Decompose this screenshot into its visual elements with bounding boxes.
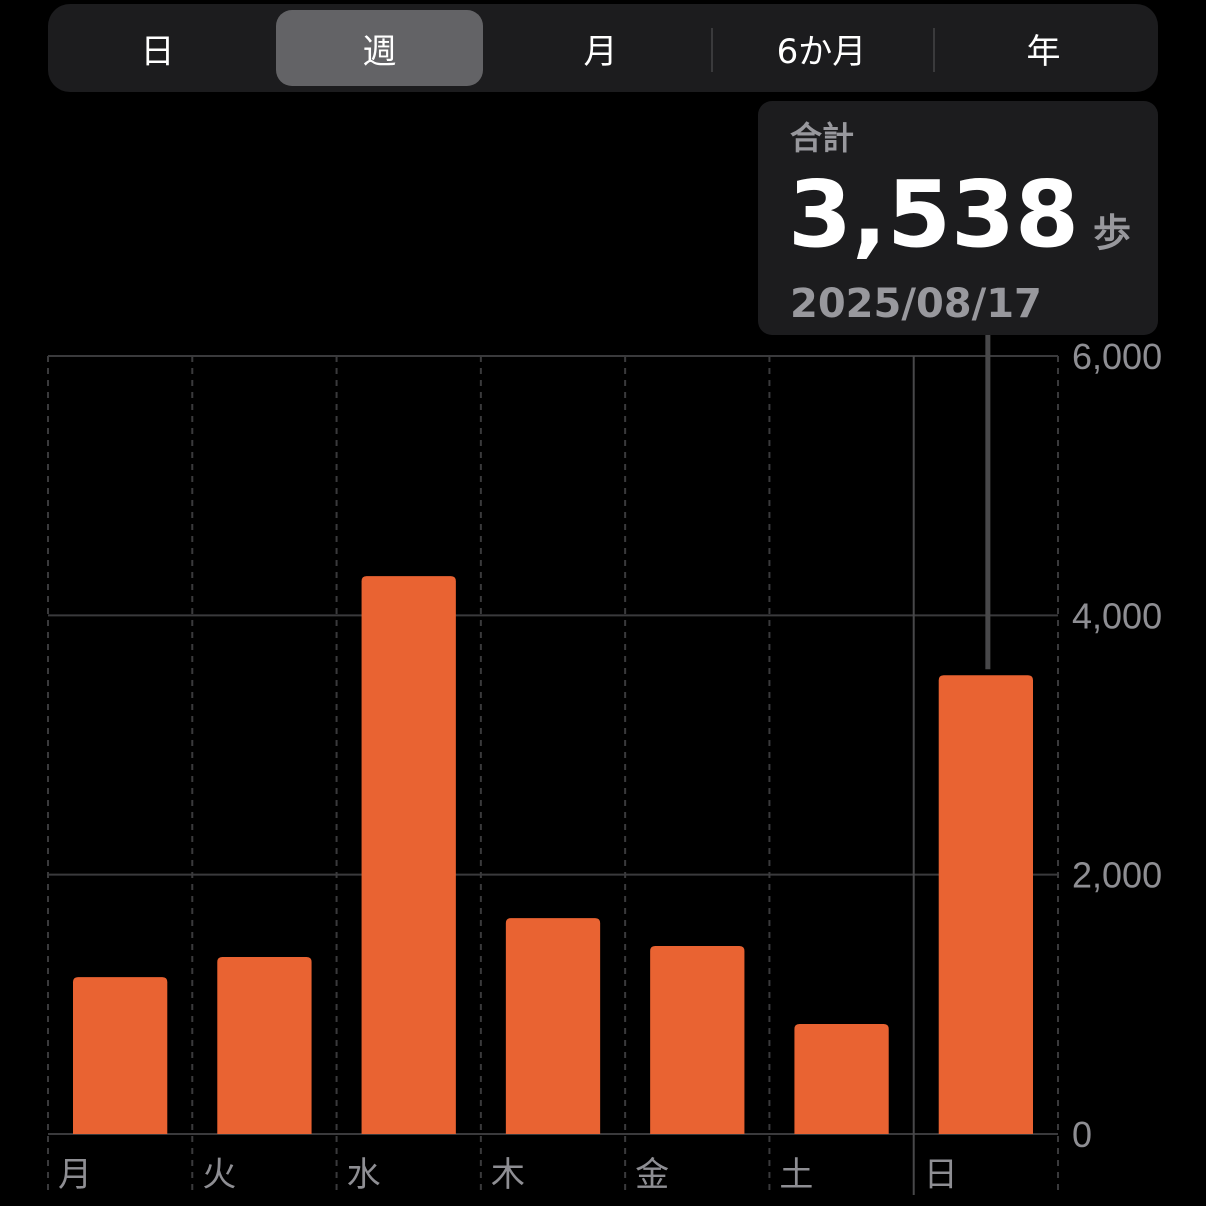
- x-tick-label: 日: [924, 1155, 958, 1195]
- segment-6-months[interactable]: 6か月: [776, 31, 867, 72]
- bar-木: [505, 918, 601, 1134]
- bar-水: [361, 576, 456, 1134]
- bar-日: [938, 675, 1033, 1134]
- selection-tooltip: 合計 3,538 歩 2025/08/17: [758, 101, 1158, 335]
- tooltip-label: 合計: [790, 119, 855, 157]
- x-tick-label: 土: [779, 1155, 813, 1195]
- divider: [711, 28, 713, 72]
- bar-月: [73, 977, 168, 1134]
- time-range-segmented-control: 日 週 月 6か月 年: [48, 4, 1158, 92]
- x-tick-label: 金: [635, 1155, 669, 1195]
- y-tick-label: 0: [1072, 1114, 1092, 1155]
- y-tick-label: 2,000: [1072, 855, 1162, 896]
- x-tick-label: 火: [202, 1155, 236, 1195]
- segment-year[interactable]: 年: [1026, 31, 1061, 72]
- segment-month[interactable]: 月: [583, 31, 618, 72]
- x-tick-label: 水: [347, 1155, 381, 1195]
- y-tick-label: 4,000: [1072, 595, 1162, 636]
- tooltip-value: 3,538: [788, 161, 1080, 268]
- tooltip-unit: 歩: [1093, 211, 1132, 255]
- y-tick-label: 6,000: [1072, 336, 1162, 377]
- tooltip-value-row: 3,538 歩: [788, 161, 1131, 268]
- bar-火: [217, 957, 312, 1134]
- segment-day[interactable]: 日: [140, 31, 175, 72]
- segment-week[interactable]: 週: [276, 10, 483, 86]
- bar-土: [794, 1024, 889, 1134]
- divider: [933, 28, 935, 72]
- bar-金: [650, 945, 745, 1134]
- x-tick-label: 木: [491, 1155, 525, 1195]
- x-tick-label: 月: [58, 1155, 92, 1195]
- tooltip-date: 2025/08/17: [790, 281, 1042, 327]
